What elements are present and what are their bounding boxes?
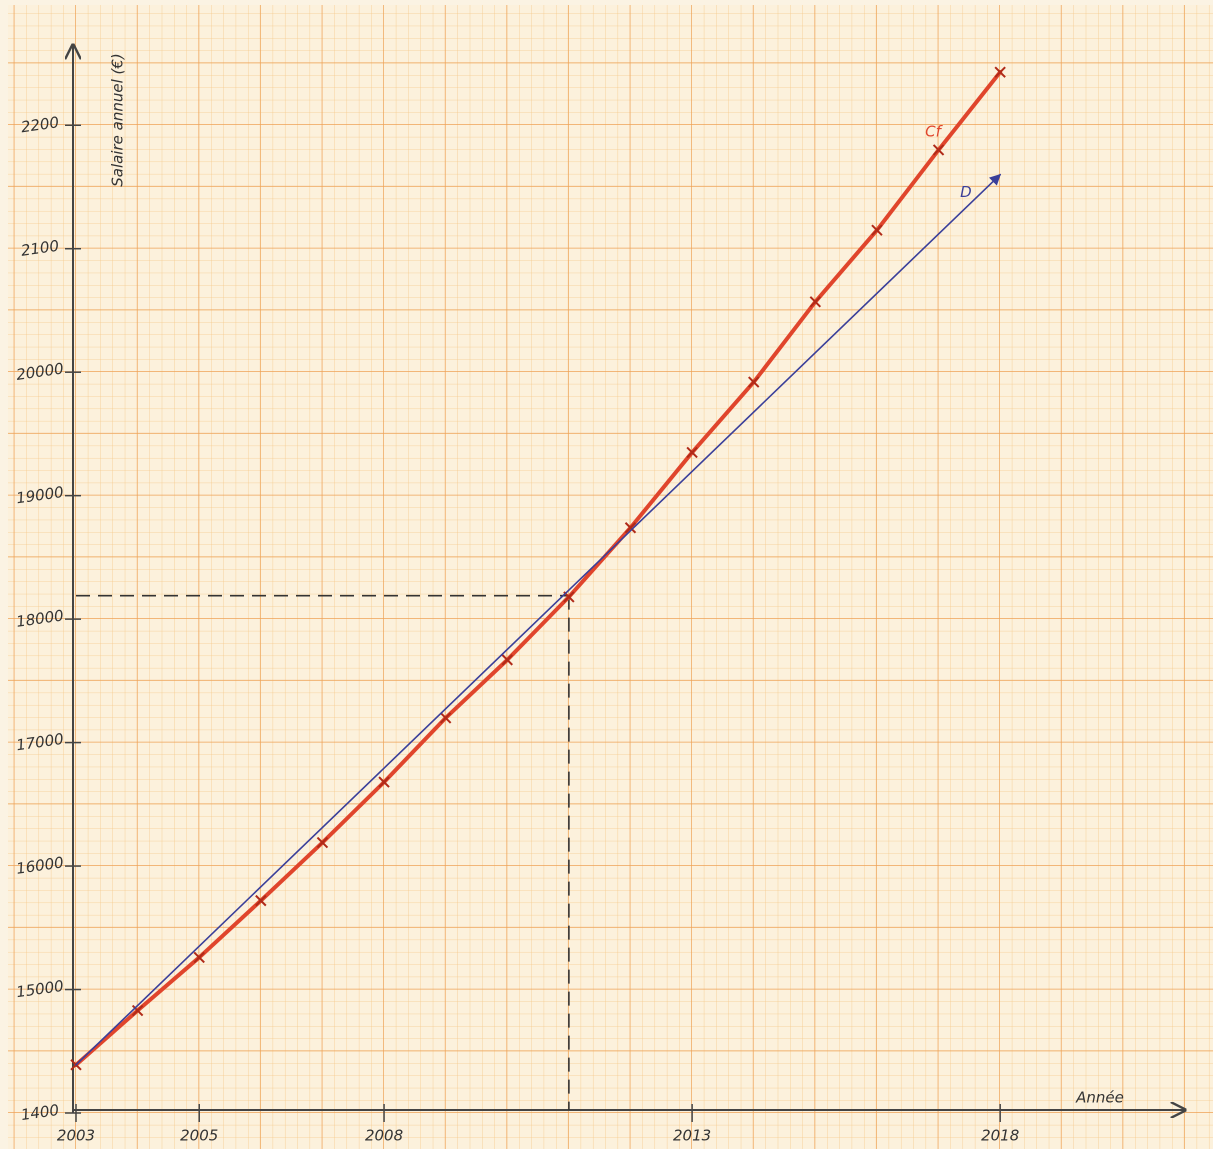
x-axis-label: Année [1075, 1089, 1124, 1107]
x-tick-label: 2003 [57, 1127, 95, 1145]
point-cross [686, 446, 698, 459]
x-tick-label: 2005 [180, 1127, 218, 1145]
point-cross [809, 296, 822, 308]
series-label: Cf [925, 123, 943, 141]
paper-major-grid [8, 5, 1213, 1149]
point-cross [439, 712, 452, 724]
point-cross [748, 376, 760, 388]
y-tick-label: 2100 [20, 237, 60, 260]
point-cross [378, 776, 390, 788]
series-label: D [960, 183, 972, 201]
trend-line [75, 173, 1001, 1066]
point-cross [932, 144, 945, 156]
y-tick-label: 2200 [20, 113, 60, 136]
point-cross [193, 951, 205, 964]
point-cross [316, 836, 329, 849]
point-cross [871, 224, 883, 236]
point-cross [501, 654, 513, 666]
curve [74, 70, 1003, 1067]
point-cross [255, 894, 267, 907]
x-tick-label: 2013 [673, 1127, 711, 1145]
point-cross [131, 1004, 144, 1017]
x-tick-label: 2008 [365, 1127, 403, 1145]
y-axis-label: Salaire annuel (€) [109, 53, 127, 187]
x-tick-label: 2018 [981, 1127, 1019, 1145]
point-cross [994, 66, 1006, 78]
plot: 1400150001600017000180001900020000210022… [15, 66, 1019, 1145]
point-cross [624, 522, 637, 534]
y-tick-label: 1400 [20, 1101, 60, 1124]
